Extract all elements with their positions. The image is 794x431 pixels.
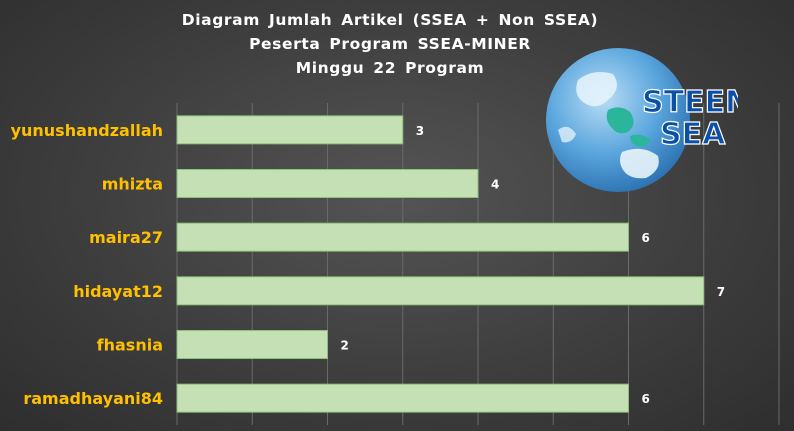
bar-yunushandzallah — [176, 115, 404, 145]
data-labels: 3 4 6 7 2 6 — [341, 124, 726, 406]
bar-mhizta — [176, 169, 479, 198]
category-label-ramadhayani84: ramadhayani84 — [23, 389, 163, 408]
chart-title-line-2: Peserta Program SSEA-MINER — [249, 35, 531, 53]
category-label-yunushandzallah: yunushandzallah — [11, 121, 163, 140]
value-label-fhasnia: 2 — [341, 339, 349, 353]
bar-fhasnia — [176, 330, 328, 359]
southeast-asia-shape — [606, 107, 634, 134]
category-label-mhizta: mhizta — [102, 175, 163, 194]
chart-title-line-3: Minggu 22 Program — [295, 59, 485, 77]
bar-hidayat12 — [176, 276, 705, 306]
value-label-mhizta: 4 — [491, 178, 499, 192]
value-label-yunushandzallah: 3 — [416, 124, 424, 138]
landmass-shape — [558, 126, 576, 143]
category-label-maira27: maira27 — [89, 228, 163, 247]
category-label-hidayat12: hidayat12 — [73, 282, 163, 301]
logo-text-sea: SEA — [660, 117, 726, 152]
archipelago-shape — [630, 134, 650, 147]
bar-series — [176, 115, 705, 413]
australia-shape — [620, 148, 659, 179]
category-label-fhasnia: fhasnia — [97, 336, 163, 355]
category-labels: yunushandzallah mhizta maira27 hidayat12 fha… — [11, 121, 163, 408]
chart-title-line-1: Diagram Jumlah Artikel (SSEA + Non SSEA) — [181, 11, 599, 29]
bar-maira27 — [176, 222, 629, 252]
value-label-hidayat12: 7 — [717, 285, 725, 299]
value-label-ramadhayani84: 6 — [642, 392, 650, 406]
steem-sea-logo: STEEM SEA — [546, 48, 738, 192]
chart-title: Diagram Jumlah Artikel (SSEA + Non SSEA)… — [140, 8, 640, 80]
landmass-shape — [576, 72, 617, 107]
value-label-maira27: 6 — [642, 231, 650, 245]
bar-ramadhayani84 — [176, 383, 629, 413]
logo-text-steem: STEEM — [642, 85, 738, 120]
